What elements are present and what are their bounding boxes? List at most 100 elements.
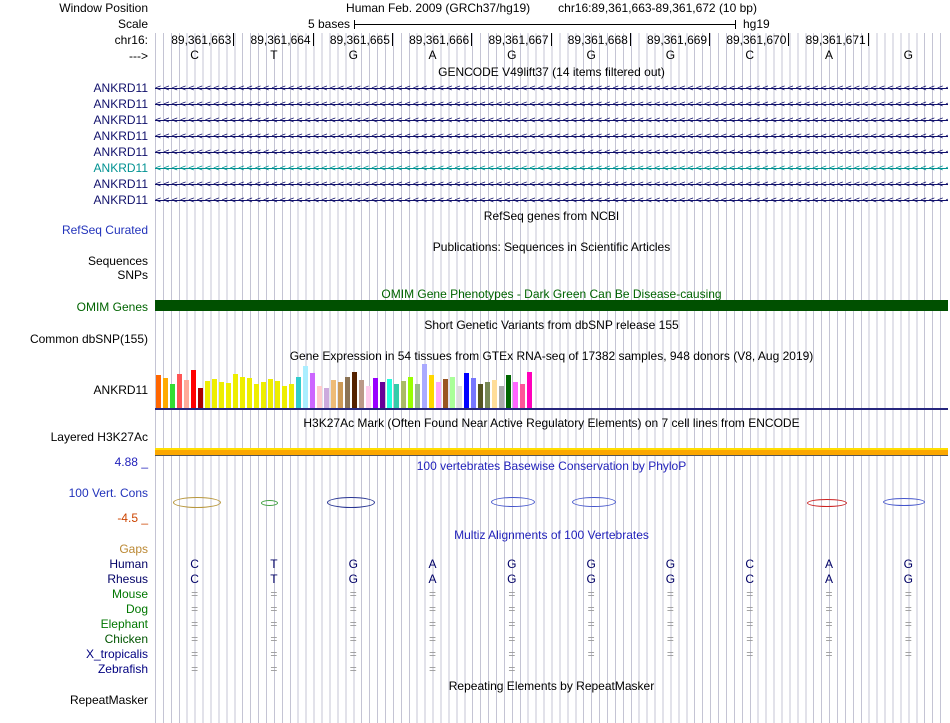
- gtex-expression-bar[interactable]: [415, 384, 420, 408]
- track-label-species-chicken[interactable]: Chicken: [104, 632, 148, 646]
- gencode-transcript[interactable]: <<<<<<<<<<<<<<<<<<<<<<<<<<<<<<<<<<<<<<<<…: [155, 130, 948, 143]
- h3k27ac-signal-bar[interactable]: [155, 448, 948, 455]
- gtex-expression-bar[interactable]: [282, 386, 287, 408]
- gtex-expression-bar[interactable]: [436, 382, 441, 408]
- track-label-species-gaps[interactable]: Gaps: [119, 542, 148, 556]
- track-label-snps[interactable]: SNPs: [117, 268, 148, 282]
- gtex-expression-bar[interactable]: [170, 384, 175, 408]
- gtex-expression-bar[interactable]: [450, 377, 455, 408]
- gtex-expression-bar[interactable]: [163, 378, 168, 408]
- track-label-gencode[interactable]: ANKRD11: [93, 97, 148, 111]
- gtex-expression-bar[interactable]: [275, 381, 280, 408]
- gtex-expression-bar[interactable]: [464, 373, 469, 408]
- ruler-base: G: [507, 48, 517, 62]
- gtex-expression-bar[interactable]: [261, 382, 266, 408]
- gtex-expression-bar[interactable]: [422, 364, 427, 408]
- track-label-species-rhesus[interactable]: Rhesus: [107, 572, 148, 586]
- gtex-expression-bar[interactable]: [408, 377, 413, 408]
- track-label-repeatmasker[interactable]: RepeatMasker: [69, 693, 148, 707]
- gtex-expression-bar[interactable]: [268, 379, 273, 408]
- gtex-expression-bar[interactable]: [219, 382, 224, 408]
- track-label-gencode[interactable]: ANKRD11: [93, 129, 148, 143]
- track-label-gencode[interactable]: ANKRD11: [93, 145, 148, 159]
- gtex-expression-bar[interactable]: [366, 386, 371, 408]
- gencode-transcript[interactable]: <<<<<<<<<<<<<<<<<<<<<<<<<<<<<<<<<<<<<<<<…: [155, 178, 948, 191]
- gtex-expression-bar[interactable]: [359, 380, 364, 408]
- gtex-expression-bar[interactable]: [226, 383, 231, 408]
- ruler-base: G: [348, 48, 358, 62]
- gtex-expression-bar[interactable]: [296, 377, 301, 408]
- track-label-100-vert-cons[interactable]: 100 Vert. Cons: [68, 486, 148, 500]
- track-label-gencode[interactable]: ANKRD11: [93, 177, 148, 191]
- gtex-expression-bar[interactable]: [429, 375, 434, 408]
- track-label-species-dog[interactable]: Dog: [125, 602, 148, 616]
- gtex-expression-bar[interactable]: [345, 377, 350, 408]
- gtex-expression-bar[interactable]: [198, 388, 203, 408]
- track-label-sequences[interactable]: Sequences: [87, 254, 148, 268]
- track-label-omim-genes[interactable]: OMIM Genes: [76, 300, 148, 314]
- gtex-expression-bar[interactable]: [499, 386, 504, 408]
- gtex-expression-bar[interactable]: [380, 382, 385, 408]
- track-label-refseq-curated[interactable]: RefSeq Curated: [61, 223, 148, 237]
- gtex-expression-bar[interactable]: [177, 374, 182, 408]
- gtex-expression-bar[interactable]: [492, 380, 497, 408]
- track-label-gencode[interactable]: ANKRD11: [93, 193, 148, 207]
- gtex-expression-bar[interactable]: [240, 377, 245, 408]
- scale-value: 5 bases: [307, 17, 350, 31]
- gtex-expression-bar[interactable]: [485, 382, 490, 408]
- gencode-transcript[interactable]: <<<<<<<<<<<<<<<<<<<<<<<<<<<<<<<<<<<<<<<<…: [155, 98, 948, 111]
- gtex-expression-bar[interactable]: [156, 375, 161, 408]
- track-label-species-zebrafish[interactable]: Zebrafish: [97, 662, 148, 676]
- gtex-expression-bar[interactable]: [457, 386, 462, 408]
- alignment-cell: =: [587, 647, 595, 661]
- reverse-strand-arrows: <<<<<<<<<<<<<<<<<<<<<<<<<<<<<<<<<<<<<<<<…: [155, 131, 948, 142]
- gencode-transcript[interactable]: <<<<<<<<<<<<<<<<<<<<<<<<<<<<<<<<<<<<<<<<…: [155, 114, 948, 127]
- gtex-expression-bar[interactable]: [443, 379, 448, 408]
- gtex-expression-bar[interactable]: [254, 384, 259, 408]
- gtex-expression-bar[interactable]: [233, 374, 238, 408]
- assembly-name: Human Feb. 2009 (GRCh37/hg19): [346, 1, 531, 15]
- gtex-expression-bar[interactable]: [212, 379, 217, 408]
- gtex-expression-bar[interactable]: [317, 386, 322, 408]
- track-label-gencode[interactable]: ANKRD11: [93, 161, 148, 175]
- track-label-gencode[interactable]: ANKRD11: [93, 113, 148, 127]
- gtex-expression-bar[interactable]: [478, 384, 483, 408]
- gencode-transcript[interactable]: <<<<<<<<<<<<<<<<<<<<<<<<<<<<<<<<<<<<<<<<…: [155, 146, 948, 159]
- gtex-expression-bar[interactable]: [205, 381, 210, 408]
- gtex-expression-bar[interactable]: [289, 384, 294, 408]
- track-label-h3k27ac[interactable]: Layered H3K27Ac: [50, 430, 148, 444]
- gtex-expression-bar[interactable]: [331, 380, 336, 408]
- track-label-common-dbsnp[interactable]: Common dbSNP(155): [29, 332, 148, 346]
- gtex-expression-bar[interactable]: [520, 384, 525, 408]
- gtex-expression-bar[interactable]: [310, 373, 315, 408]
- gtex-expression-bar[interactable]: [394, 384, 399, 408]
- track-label-species-mouse[interactable]: Mouse: [111, 587, 148, 601]
- gtex-expression-bar[interactable]: [401, 381, 406, 408]
- gtex-expression-bar[interactable]: [373, 378, 378, 408]
- gtex-expression-bar[interactable]: [247, 378, 252, 408]
- track-label-gencode[interactable]: ANKRD11: [93, 81, 148, 95]
- gencode-transcript[interactable]: <<<<<<<<<<<<<<<<<<<<<<<<<<<<<<<<<<<<<<<<…: [155, 82, 948, 95]
- conservation-max-value: 4.88 _: [114, 455, 148, 469]
- gencode-transcript[interactable]: <<<<<<<<<<<<<<<<<<<<<<<<<<<<<<<<<<<<<<<<…: [155, 162, 948, 175]
- gtex-expression-bar[interactable]: [527, 372, 532, 408]
- gtex-expression-bar[interactable]: [324, 388, 329, 408]
- gtex-expression-bar[interactable]: [338, 382, 343, 408]
- track-label-species-x_tropicalis[interactable]: X_tropicalis: [85, 647, 148, 661]
- gtex-expression-bar[interactable]: [471, 378, 476, 408]
- ruler-base: G: [586, 48, 596, 62]
- track-label-gtex-gene[interactable]: ANKRD11: [93, 383, 148, 397]
- gtex-expression-bar[interactable]: [191, 370, 196, 408]
- gtex-expression-bar[interactable]: [513, 382, 518, 408]
- gencode-transcript[interactable]: <<<<<<<<<<<<<<<<<<<<<<<<<<<<<<<<<<<<<<<<…: [155, 194, 948, 207]
- omim-gene-bar[interactable]: [155, 300, 948, 311]
- gtex-expression-bar[interactable]: [506, 375, 511, 408]
- track-label-species-human[interactable]: Human: [109, 557, 148, 571]
- gtex-expression-bar[interactable]: [352, 372, 357, 408]
- reverse-strand-arrows: <<<<<<<<<<<<<<<<<<<<<<<<<<<<<<<<<<<<<<<<…: [155, 99, 948, 110]
- gtex-expression-bar[interactable]: [184, 380, 189, 408]
- track-label-species-elephant[interactable]: Elephant: [100, 617, 148, 631]
- gtex-expression-bar[interactable]: [303, 366, 308, 408]
- alignment-cell: G: [903, 572, 914, 586]
- gtex-expression-bar[interactable]: [387, 379, 392, 408]
